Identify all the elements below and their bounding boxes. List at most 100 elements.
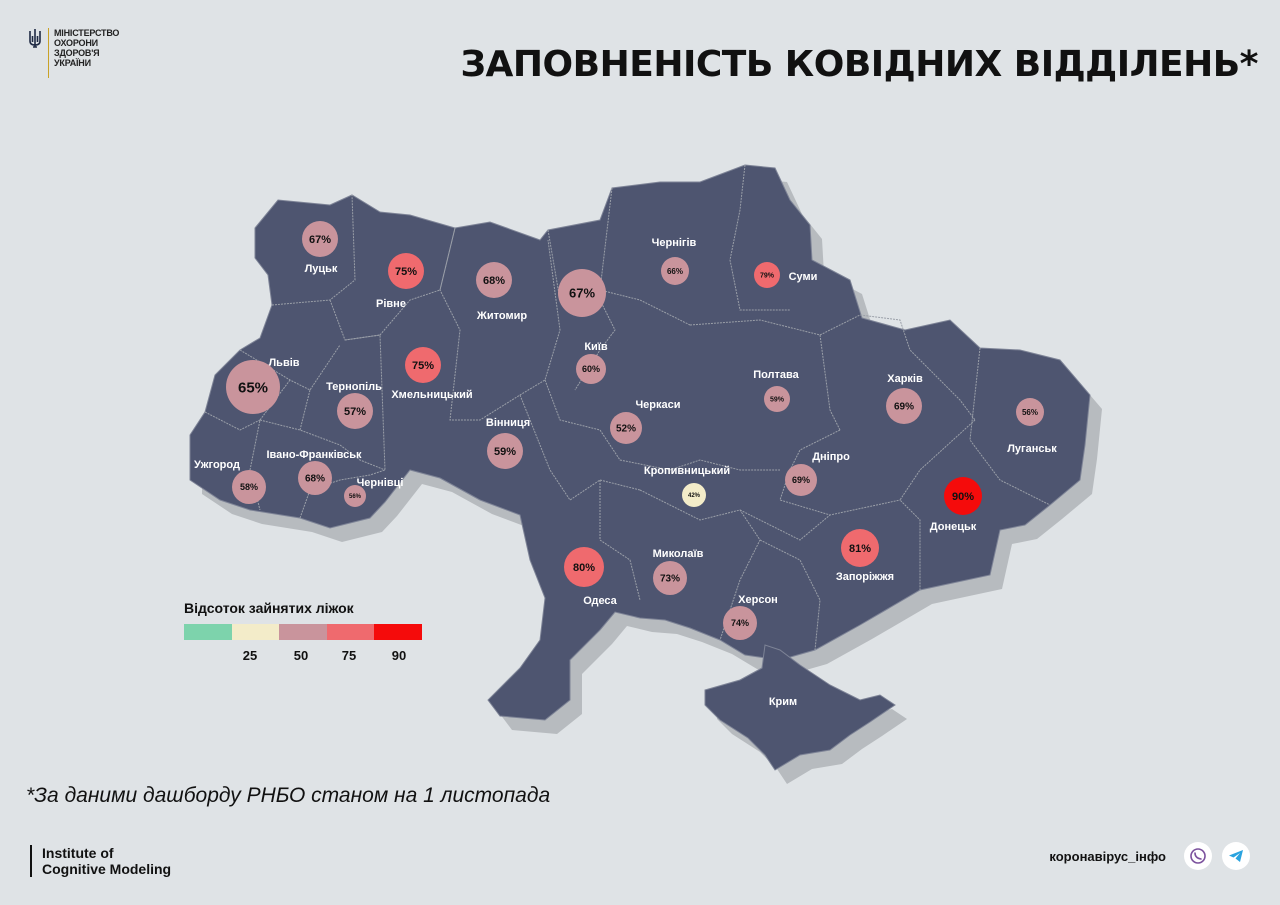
region-21-label: Запоріжжя <box>836 571 894 583</box>
footnote: *За даними дашборду РНБО станом на 1 лис… <box>26 784 551 807</box>
region-24-label: Херсон <box>738 594 778 606</box>
region-19-value: 69% <box>792 475 810 485</box>
legend-swatch-green <box>184 624 232 640</box>
region-17-bubble <box>344 485 366 507</box>
region-9-bubble <box>405 347 441 383</box>
region-13-bubble <box>886 388 922 424</box>
region-0-label: Луцьк <box>305 263 338 275</box>
region-10-value: 59% <box>494 446 516 458</box>
region-13-label: Харків <box>887 373 923 385</box>
region-6-bubble <box>754 262 780 288</box>
region-9-value: 75% <box>412 360 434 372</box>
region-2-label: Житомир <box>476 310 527 322</box>
viber-button[interactable] <box>1184 842 1212 870</box>
legend: Відсоток зайнятих ліжок 25 50 75 90 <box>184 600 424 663</box>
region-18-label: Кропивницький <box>644 465 730 477</box>
region-23-label: Миколаїв <box>653 548 704 560</box>
region-4-value: 60% <box>582 364 600 374</box>
region-15-label: Ужгород <box>194 459 240 471</box>
region-4-bubble <box>576 354 606 384</box>
region-18-bubble <box>682 483 706 507</box>
region-10-label: Вінниця <box>486 417 530 429</box>
region-2-value: 68% <box>483 275 505 287</box>
legend-swatch-pink <box>279 624 327 640</box>
logo-divider <box>48 28 49 78</box>
legend-swatch-cream <box>231 624 280 640</box>
telegram-icon <box>1229 850 1243 862</box>
region-5-label: Чернігів <box>652 237 697 249</box>
legend-swatch-salmon <box>326 624 375 640</box>
institute-logo: Institute of Cognitive Modeling <box>30 845 171 877</box>
region-2-bubble <box>476 262 512 298</box>
region-17-label: Чернівці <box>357 477 404 489</box>
region-4-label: Київ <box>584 341 608 353</box>
region-12-value: 59% <box>770 397 785 404</box>
legend-swatch-red <box>374 624 422 640</box>
occupancy-bubbles: 67% 75% 68% 67% 60% 66% 79% 65% 57% 75% 59% 52% 59% 6… <box>226 221 1044 640</box>
region-9-label: Хмельницький <box>391 389 472 401</box>
region-11-bubble <box>610 412 642 444</box>
region-6-label: Суми <box>789 271 818 283</box>
region-8-label: Тернопіль <box>326 381 382 393</box>
legend-tick-25: 25 <box>242 648 258 663</box>
trident-icon <box>29 29 41 48</box>
region-11-label: Черкаси <box>635 399 680 411</box>
region-1-value: 75% <box>395 266 417 278</box>
region-21-bubble <box>841 529 879 567</box>
region-1-label: Рівне <box>376 298 406 310</box>
region-21-value: 81% <box>849 543 871 555</box>
region-16-label: Івано-Франківськ <box>266 449 362 461</box>
region-6-value: 79% <box>760 273 775 280</box>
region-14-bubble <box>1016 398 1044 426</box>
region-14-label: Луганськ <box>1007 443 1057 455</box>
region-3-bubble <box>558 269 606 317</box>
viber-icon <box>1190 848 1206 864</box>
region-15-value: 58% <box>240 482 258 492</box>
region-3-value: 67% <box>569 286 595 301</box>
institute-line-1: Institute of <box>42 845 114 861</box>
channel-handle[interactable]: коронавірус_інфо <box>1049 849 1166 864</box>
region-18-value: 42% <box>688 493 701 499</box>
region-10-bubble <box>487 433 523 469</box>
region-12-bubble <box>764 386 790 412</box>
region-0-value: 67% <box>309 234 331 246</box>
region-24-bubble <box>723 606 757 640</box>
region-23-bubble <box>653 561 687 595</box>
page-title: ЗАПОВНЕНІСТЬ КОВІДНИХ ВІДДІЛЕНЬ* <box>460 44 1258 85</box>
legend-ticks: 25 50 75 90 <box>184 640 424 663</box>
region-7-value: 65% <box>238 379 268 396</box>
region-23-value: 73% <box>660 574 680 585</box>
region-19-bubble <box>785 464 817 496</box>
region-7-label: Львів <box>268 357 299 369</box>
region-12-label: Полтава <box>753 369 799 381</box>
region-1-bubble <box>388 253 424 289</box>
region-20-value: 90% <box>952 491 974 503</box>
institute-line-2: Cognitive Modeling <box>42 861 172 877</box>
region-8-bubble <box>337 393 373 429</box>
legend-tick-75: 75 <box>341 648 357 663</box>
region-19-label: Дніпро <box>812 451 850 463</box>
region-7-bubble <box>226 360 280 414</box>
ministry-name: МІНІСТЕРСТВО ОХОРОНИ ЗДОРОВ'Я УКРАЇНИ <box>54 28 120 68</box>
region-20-label: Донецьк <box>930 521 977 533</box>
region-5-bubble <box>661 257 689 285</box>
region-15-bubble <box>232 470 266 504</box>
region-16-bubble <box>298 461 332 495</box>
region-14-value: 56% <box>1022 408 1038 417</box>
region-5-value: 66% <box>667 267 683 276</box>
legend-tick-90: 90 <box>391 648 407 663</box>
telegram-button[interactable] <box>1222 842 1250 870</box>
region-22-label: Одеса <box>583 595 617 607</box>
legend-color-bar <box>184 624 424 640</box>
region-25-label: Крим <box>769 696 797 708</box>
region-0-bubble <box>302 221 338 257</box>
region-borders <box>204 164 1051 651</box>
region-22-bubble <box>564 547 604 587</box>
region-11-value: 52% <box>616 424 636 435</box>
region-16-value: 68% <box>305 474 325 485</box>
region-24-value: 74% <box>731 618 749 628</box>
region-8-value: 57% <box>344 406 366 418</box>
region-17-value: 56% <box>349 494 362 500</box>
region-22-value: 80% <box>573 562 595 574</box>
